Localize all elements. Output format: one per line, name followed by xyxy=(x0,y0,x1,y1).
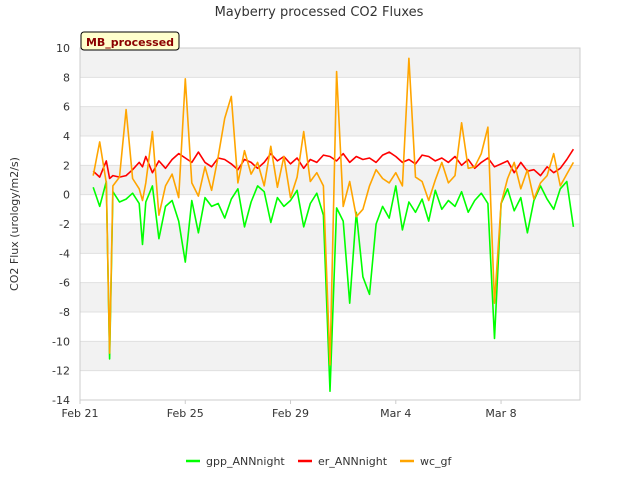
x-tick-label: Mar 4 xyxy=(380,407,411,420)
chart-title: Mayberry processed CO2 Fluxes xyxy=(215,5,424,20)
y-tick-label: 8 xyxy=(63,71,70,84)
y-tick-label: 2 xyxy=(63,159,70,172)
series-line-er_ANNnight xyxy=(92,148,575,180)
y-tick-label: -8 xyxy=(59,306,70,319)
grid-band xyxy=(80,282,580,312)
y-tick-label: 6 xyxy=(63,101,70,114)
y-tick-label: 0 xyxy=(63,189,70,202)
legend-label-gpp_ANNnight: gpp_ANNnight xyxy=(206,455,285,468)
x-tick-label: Feb 29 xyxy=(272,407,309,420)
y-tick-label: -10 xyxy=(52,335,70,348)
y-tick-label: -12 xyxy=(52,365,70,378)
series-line-wc_gf xyxy=(92,57,575,366)
x-tick-label: Feb 25 xyxy=(167,407,204,420)
x-axis-ticks: Feb 21 Feb 25 Feb 29 Mar 4 Mar 8 xyxy=(62,400,517,420)
legend-label-wc_gf: wc_gf xyxy=(420,455,453,468)
series-layer xyxy=(92,57,575,393)
legend: gpp_ANNnight er_ANNnight wc_gf xyxy=(186,455,453,468)
legend-label-er_ANNnight: er_ANNnight xyxy=(318,455,388,468)
y-axis-ticks: -14 -12 -10 -8 -6 -4 -2 0 2 4 6 8 10 xyxy=(52,42,70,407)
grid-band xyxy=(80,106,580,136)
annotation-tag-box xyxy=(80,31,180,51)
annotation-tag: MB_processed xyxy=(80,31,180,51)
y-tick-label: 10 xyxy=(56,42,70,55)
grid-band xyxy=(80,224,580,254)
y-tick-label: -4 xyxy=(59,247,70,260)
grid-band xyxy=(80,165,580,195)
y-tick-label: -14 xyxy=(52,394,70,407)
y-tick-label: -2 xyxy=(59,218,70,231)
y-tick-label: 4 xyxy=(63,130,70,143)
grid-band xyxy=(80,48,580,78)
plot-frame xyxy=(79,47,581,401)
x-tick-label: Feb 21 xyxy=(62,407,99,420)
annotation-tag-label: MB_processed xyxy=(86,36,174,49)
y-tick-label: -6 xyxy=(59,277,70,290)
x-tick-label: Mar 8 xyxy=(485,407,516,420)
series-line-gpp_ANNnight xyxy=(92,180,575,393)
y-axis-label: CO2 Flux (urology/m2/s) xyxy=(8,157,21,291)
